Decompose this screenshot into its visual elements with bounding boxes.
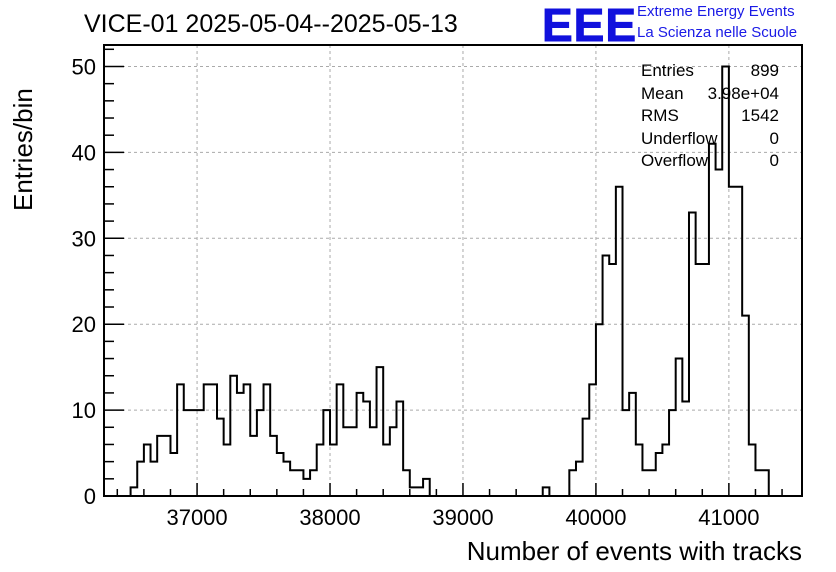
- y-tick-label: 40: [72, 140, 96, 165]
- x-tick-label: 41000: [698, 505, 759, 530]
- y-tick-label: 0: [84, 484, 96, 509]
- stats-mean-label: Mean: [641, 83, 684, 103]
- stats-mean-value: 3.98e+04: [707, 83, 779, 103]
- stats-box: Entries 899 Mean 3.98e+04 RMS 1542 Under…: [641, 60, 779, 173]
- y-tick-label: 30: [72, 226, 96, 251]
- y-axis-label: Entries/bin: [8, 88, 38, 211]
- stats-row-rms: RMS 1542: [641, 105, 779, 128]
- logo-subtitle-2: La Scienza nelle Scuole: [637, 24, 798, 41]
- x-tick-label: 40000: [565, 505, 626, 530]
- stats-entries-value: 899: [750, 61, 779, 80]
- stats-underflow-label: Underflow: [641, 128, 718, 148]
- x-tick-label: 37000: [166, 505, 227, 530]
- y-tick-label: 20: [72, 312, 96, 337]
- plot-frame: [103, 44, 803, 497]
- stats-row-overflow: Overflow 0: [641, 150, 779, 173]
- x-axis-label: Number of events with tracks: [466, 536, 802, 566]
- stats-overflow-label: Overflow: [641, 151, 709, 170]
- y-tick-label: 50: [72, 54, 96, 79]
- eee-logo-mark: EEE: [541, 0, 638, 52]
- eee-logo: EEE Extreme Energy Events La Scienza nel…: [541, 0, 832, 52]
- x-axis: 37000 38000 39000 40000 41000: [116, 483, 783, 530]
- histogram-series: [129, 65, 770, 497]
- stats-rms-label: RMS: [641, 106, 679, 125]
- chart-title: VICE-01 2025-05-04--2025-05-13: [84, 10, 458, 38]
- stats-rms-value: 1542: [741, 106, 779, 125]
- stats-row-mean: Mean 3.98e+04: [641, 83, 779, 106]
- logo-subtitle-1: Extreme Energy Events: [637, 3, 795, 20]
- stats-overflow-value: 0: [769, 151, 779, 170]
- stats-underflow-value: 0: [769, 128, 779, 148]
- y-axis: 0 10 20 30 40 50: [72, 48, 124, 509]
- y-tick-label: 10: [72, 398, 96, 423]
- y-axis-label-wrap: Entries/bin: [8, 88, 38, 320]
- stats-row-underflow: Underflow 0: [641, 128, 779, 151]
- grid-lines: [104, 45, 802, 496]
- stats-entries-label: Entries: [641, 61, 694, 80]
- x-tick-label: 38000: [299, 505, 360, 530]
- x-tick-label: 39000: [432, 505, 493, 530]
- stats-row-entries: Entries 899: [641, 60, 779, 83]
